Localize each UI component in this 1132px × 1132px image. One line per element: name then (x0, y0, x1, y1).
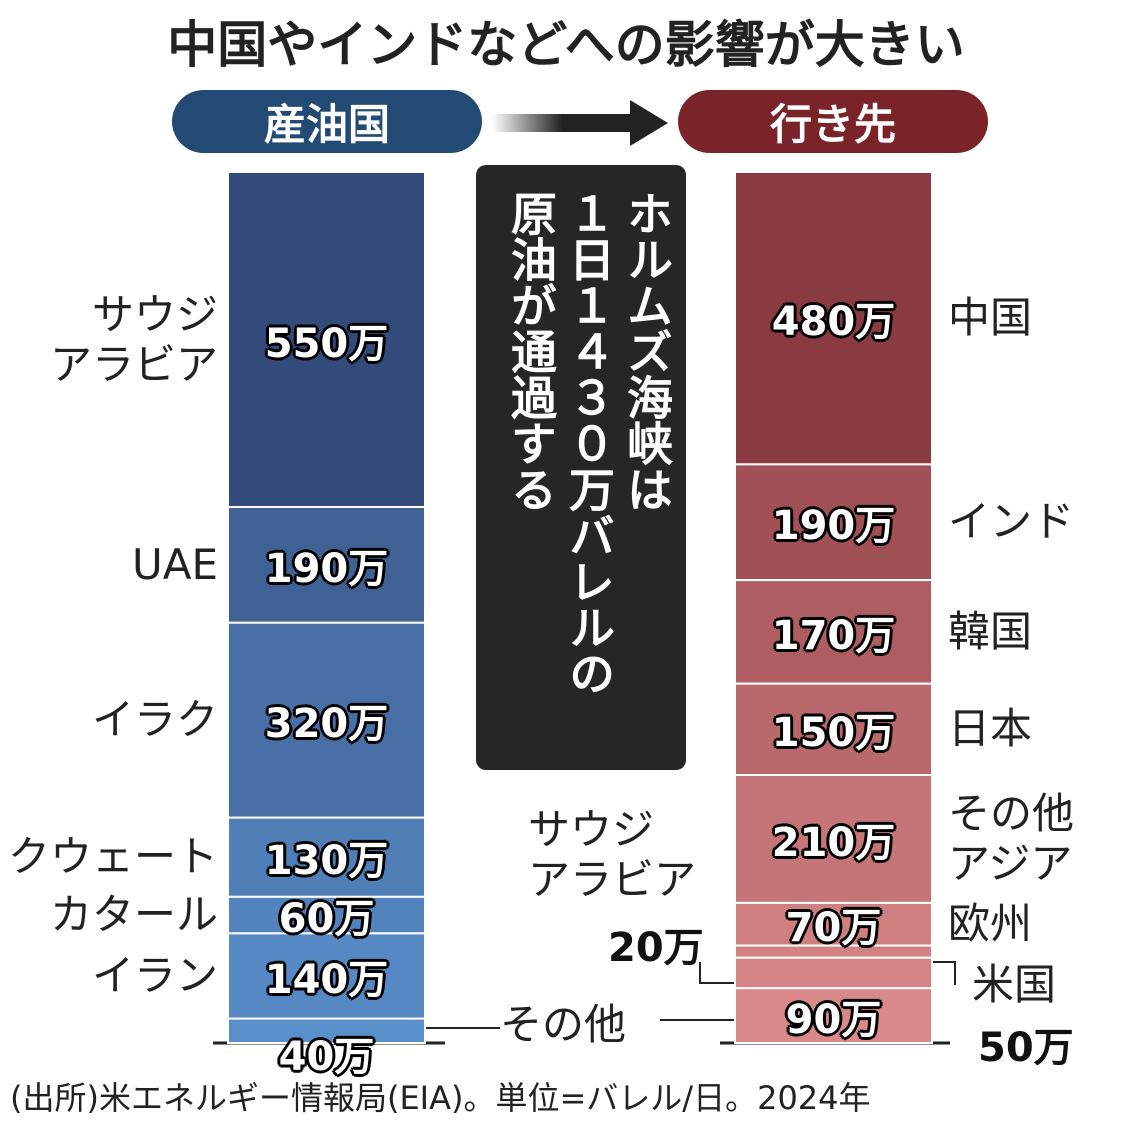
bar-segment (734, 956, 933, 990)
value-label: 550万 (264, 320, 389, 367)
category-label: クウェート (7, 832, 218, 882)
note: ホルムズ海峡は １日１４３０万バレルの 原油が通過する (504, 190, 674, 696)
value-label: 320万 (264, 701, 389, 748)
title: 中国やインドなどへの影響が大きい (167, 16, 965, 74)
category-label: サウジ アラビア (49, 289, 218, 389)
source: (出所)米エネルギー情報局(EIA)。単位=バレル/日。2024年 (10, 1079, 871, 1117)
bar-segment (227, 506, 426, 624)
value-label: 20万 (608, 925, 704, 971)
header: 産油国 (172, 90, 482, 153)
value-label: 90万 (785, 996, 882, 1043)
value-label: 140万 (264, 957, 389, 1003)
category-label: 日本 (948, 704, 1033, 754)
bar-segment (734, 579, 933, 685)
value-label: 130万 (264, 838, 389, 885)
bar-segment (227, 621, 426, 819)
leader-line (932, 961, 956, 985)
bar-segment (734, 463, 933, 582)
arrow-shaft (492, 114, 632, 132)
value-label: 210万 (771, 819, 896, 866)
value-label: 70万 (785, 905, 882, 952)
bar-segment (227, 171, 426, 508)
arrow-head (630, 100, 668, 146)
category-label: 韓国 (948, 606, 1033, 656)
bar-segment (734, 901, 933, 947)
value-label: 40万 (278, 1033, 375, 1080)
category-label: その他 アジア (948, 788, 1075, 888)
value-label: 480万 (771, 299, 896, 346)
value-label: 150万 (771, 710, 896, 757)
leader-line (699, 962, 735, 984)
bar-segment (734, 987, 933, 1045)
bar-segment (227, 932, 426, 1020)
bar-segment (227, 816, 426, 898)
note-box (476, 165, 686, 770)
category-label: カタール (49, 890, 218, 940)
category-label: 欧州 (948, 899, 1033, 949)
category-label: 中国 (948, 293, 1033, 343)
value-label: 190万 (264, 545, 389, 592)
category-label: その他 (500, 1000, 627, 1049)
bar-segment (227, 895, 426, 935)
value-label: 50万 (978, 1025, 1074, 1071)
category-label: サウジ アラビア (528, 805, 697, 904)
header: 行き先 (678, 90, 988, 153)
bar-segment (734, 774, 933, 904)
category-label: インド (948, 497, 1075, 547)
bar-segment (227, 1017, 426, 1044)
bar-segment (734, 682, 933, 776)
category-label: イラク (91, 695, 218, 745)
category-label: イラン (91, 951, 218, 1000)
value-label: 170万 (771, 612, 896, 659)
category-label: UAE (131, 539, 218, 589)
category-label: 米国 (972, 960, 1057, 1009)
value-label: 60万 (278, 896, 375, 943)
value-label: 190万 (771, 503, 896, 550)
